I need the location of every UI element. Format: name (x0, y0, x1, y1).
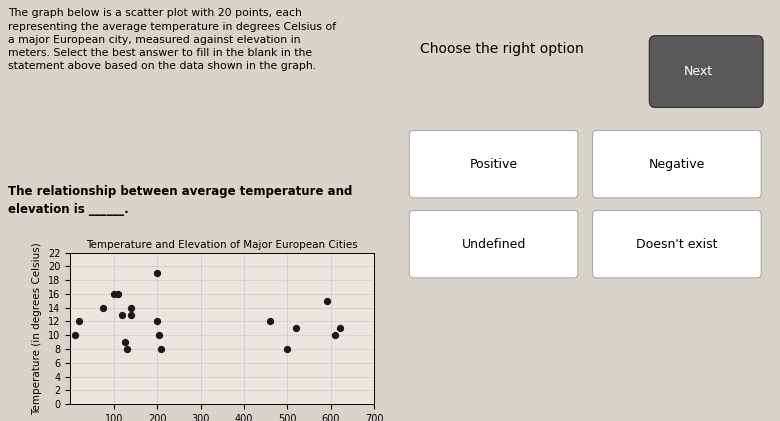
FancyBboxPatch shape (593, 210, 761, 278)
Point (153, 332, 165, 338)
Point (282, 346, 294, 352)
Point (120, 346, 133, 352)
Text: The graph below is a scatter plot with 20 points, each
representing the average : The graph below is a scatter plot with 2… (8, 8, 336, 71)
Text: Negative: Negative (649, 158, 705, 171)
FancyBboxPatch shape (410, 210, 578, 278)
Title: Temperature and Elevation of Major European Cities: Temperature and Elevation of Major Europ… (87, 240, 358, 250)
Text: Choose the right option: Choose the right option (420, 42, 584, 56)
Point (97, 304, 109, 311)
FancyBboxPatch shape (410, 131, 578, 198)
Point (151, 318, 163, 325)
Point (321, 298, 333, 304)
Point (108, 290, 120, 297)
Text: Positive: Positive (470, 158, 518, 171)
Point (69, 332, 81, 338)
Point (116, 311, 129, 318)
Point (73, 318, 85, 325)
Point (125, 311, 137, 318)
Point (333, 325, 346, 332)
Point (119, 339, 131, 346)
Text: The relationship between average temperature and
elevation is ______.: The relationship between average tempera… (8, 185, 353, 216)
Text: Doesn't exist: Doesn't exist (636, 238, 718, 250)
Y-axis label: Temperature (in degrees Celsius): Temperature (in degrees Celsius) (33, 242, 42, 415)
Point (329, 332, 342, 338)
Point (151, 270, 163, 277)
Text: Next: Next (683, 65, 713, 78)
FancyBboxPatch shape (650, 36, 763, 107)
Point (155, 346, 168, 352)
Point (264, 318, 276, 325)
Text: Undefined: Undefined (462, 238, 526, 250)
Point (125, 304, 137, 311)
FancyBboxPatch shape (593, 131, 761, 198)
Point (290, 325, 303, 332)
Point (112, 290, 124, 297)
